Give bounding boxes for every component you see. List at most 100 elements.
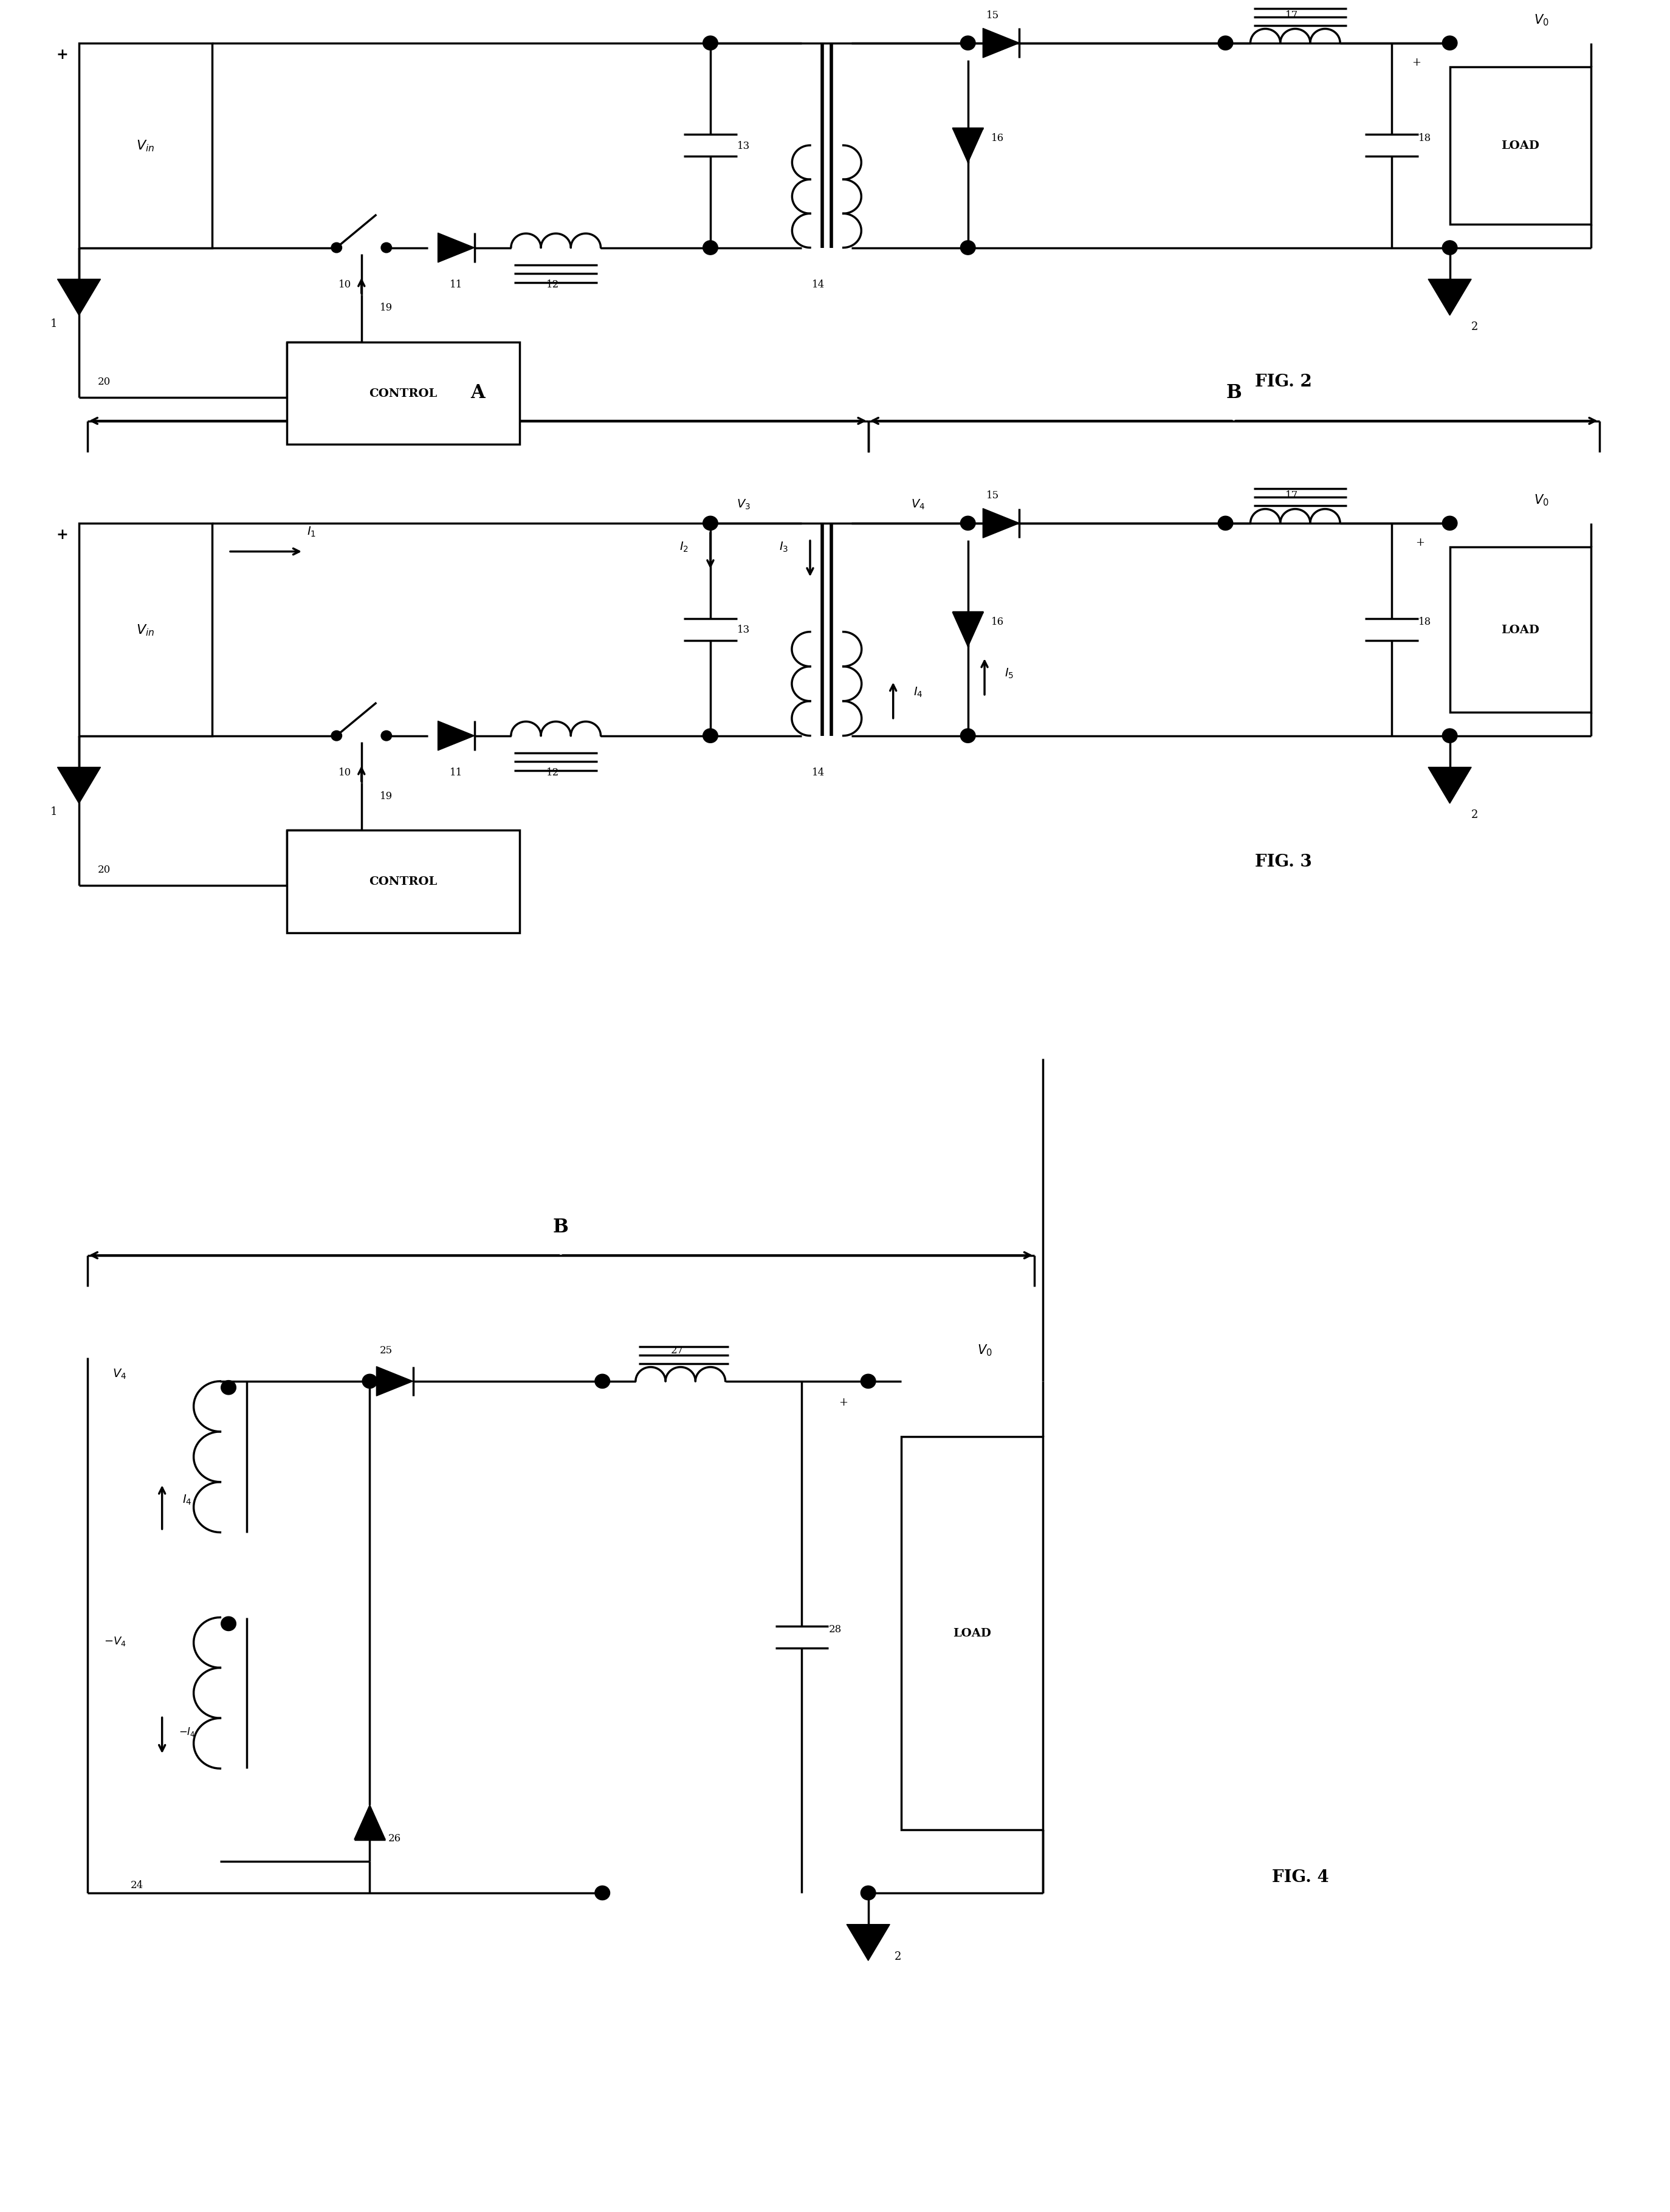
Text: FIG. 2: FIG. 2 — [1256, 374, 1313, 389]
Text: LOAD: LOAD — [1501, 139, 1540, 150]
Circle shape — [595, 1374, 610, 1389]
Circle shape — [703, 518, 718, 531]
Polygon shape — [984, 509, 1019, 538]
Text: +: + — [838, 1396, 848, 1407]
Text: 12: 12 — [546, 768, 559, 776]
Text: 12: 12 — [546, 279, 559, 290]
Text: 16: 16 — [992, 617, 1004, 628]
Text: $I_4$: $I_4$ — [182, 1493, 192, 1506]
Circle shape — [1443, 35, 1458, 51]
Polygon shape — [354, 1805, 386, 1840]
Polygon shape — [1428, 768, 1471, 803]
Text: 14: 14 — [812, 279, 825, 290]
Bar — [78, 44, 212, 248]
Circle shape — [381, 732, 392, 741]
Polygon shape — [57, 279, 100, 316]
Circle shape — [960, 518, 975, 531]
Text: $V_0$: $V_0$ — [1533, 493, 1548, 507]
Text: 11: 11 — [449, 768, 463, 776]
Text: FIG. 4: FIG. 4 — [1273, 1869, 1329, 1885]
Text: LOAD: LOAD — [1501, 624, 1540, 635]
Circle shape — [1443, 241, 1458, 254]
Polygon shape — [952, 613, 984, 648]
Text: $V_4$: $V_4$ — [912, 498, 925, 511]
Text: CONTROL: CONTROL — [369, 389, 438, 398]
Polygon shape — [438, 234, 474, 263]
Circle shape — [1217, 35, 1232, 51]
Text: +: + — [1414, 538, 1425, 549]
Text: 14: 14 — [812, 768, 825, 776]
Circle shape — [703, 730, 718, 743]
Polygon shape — [952, 128, 984, 164]
Text: 26: 26 — [387, 1834, 401, 1843]
Circle shape — [381, 243, 392, 252]
Text: 15: 15 — [987, 11, 999, 20]
Text: 16: 16 — [992, 133, 1004, 144]
Text: $V_4$: $V_4$ — [112, 1367, 127, 1380]
Text: 18: 18 — [1418, 617, 1431, 628]
Text: $V_3$: $V_3$ — [736, 498, 750, 511]
Text: $V_0$: $V_0$ — [1533, 13, 1548, 27]
Circle shape — [1443, 518, 1458, 531]
Bar — [287, 343, 519, 445]
Circle shape — [860, 1887, 875, 1900]
Bar — [287, 829, 519, 933]
Text: FIG. 3: FIG. 3 — [1256, 854, 1313, 869]
Circle shape — [1217, 518, 1232, 531]
Text: B: B — [553, 1219, 569, 1237]
Polygon shape — [1428, 279, 1471, 316]
Text: A: A — [471, 383, 484, 403]
Circle shape — [703, 241, 718, 254]
Text: $-I_4$: $-I_4$ — [179, 1725, 195, 1739]
Text: 13: 13 — [736, 142, 750, 150]
Bar — [902, 1436, 1042, 1829]
Polygon shape — [847, 1924, 890, 1960]
Circle shape — [1443, 730, 1458, 743]
Text: 25: 25 — [381, 1345, 392, 1356]
Text: CONTROL: CONTROL — [369, 876, 438, 887]
Text: $V_0$: $V_0$ — [977, 1343, 992, 1358]
Text: $I_2$: $I_2$ — [680, 540, 688, 553]
Text: $I_1$: $I_1$ — [307, 524, 316, 538]
Circle shape — [960, 730, 975, 743]
Text: 1: 1 — [50, 319, 57, 330]
Text: 27: 27 — [671, 1345, 683, 1356]
Text: 20: 20 — [97, 865, 110, 876]
Text: 13: 13 — [736, 624, 750, 635]
Polygon shape — [57, 768, 100, 803]
Text: 19: 19 — [381, 790, 392, 801]
Text: LOAD: LOAD — [954, 1628, 992, 1639]
Circle shape — [220, 1380, 235, 1396]
Text: 2: 2 — [1471, 321, 1478, 332]
Bar — [1450, 546, 1592, 712]
Text: 20: 20 — [97, 376, 110, 387]
Text: $I_5$: $I_5$ — [1005, 666, 1014, 679]
Text: +: + — [57, 526, 68, 542]
Polygon shape — [438, 721, 474, 750]
Text: 19: 19 — [381, 303, 392, 314]
Circle shape — [331, 243, 342, 252]
Text: 17: 17 — [1286, 491, 1298, 500]
Text: 24: 24 — [130, 1880, 144, 1891]
Circle shape — [331, 732, 342, 741]
Text: $V_{in}$: $V_{in}$ — [137, 624, 155, 637]
Text: 2: 2 — [1471, 810, 1478, 821]
Text: $I_4$: $I_4$ — [913, 686, 924, 699]
Text: 15: 15 — [987, 491, 999, 500]
Polygon shape — [376, 1367, 412, 1396]
Circle shape — [960, 241, 975, 254]
Polygon shape — [984, 29, 1019, 58]
Text: 2: 2 — [895, 1951, 902, 1962]
Circle shape — [362, 1374, 377, 1389]
Text: B: B — [1226, 383, 1241, 403]
Circle shape — [960, 35, 975, 51]
Text: $V_{in}$: $V_{in}$ — [137, 139, 155, 153]
Text: 1: 1 — [50, 805, 57, 816]
Text: +: + — [1413, 58, 1421, 69]
Circle shape — [860, 1374, 875, 1389]
Text: 18: 18 — [1418, 133, 1431, 144]
Circle shape — [703, 35, 718, 51]
Bar — [78, 524, 212, 737]
Text: +: + — [57, 46, 68, 62]
Text: 11: 11 — [449, 279, 463, 290]
